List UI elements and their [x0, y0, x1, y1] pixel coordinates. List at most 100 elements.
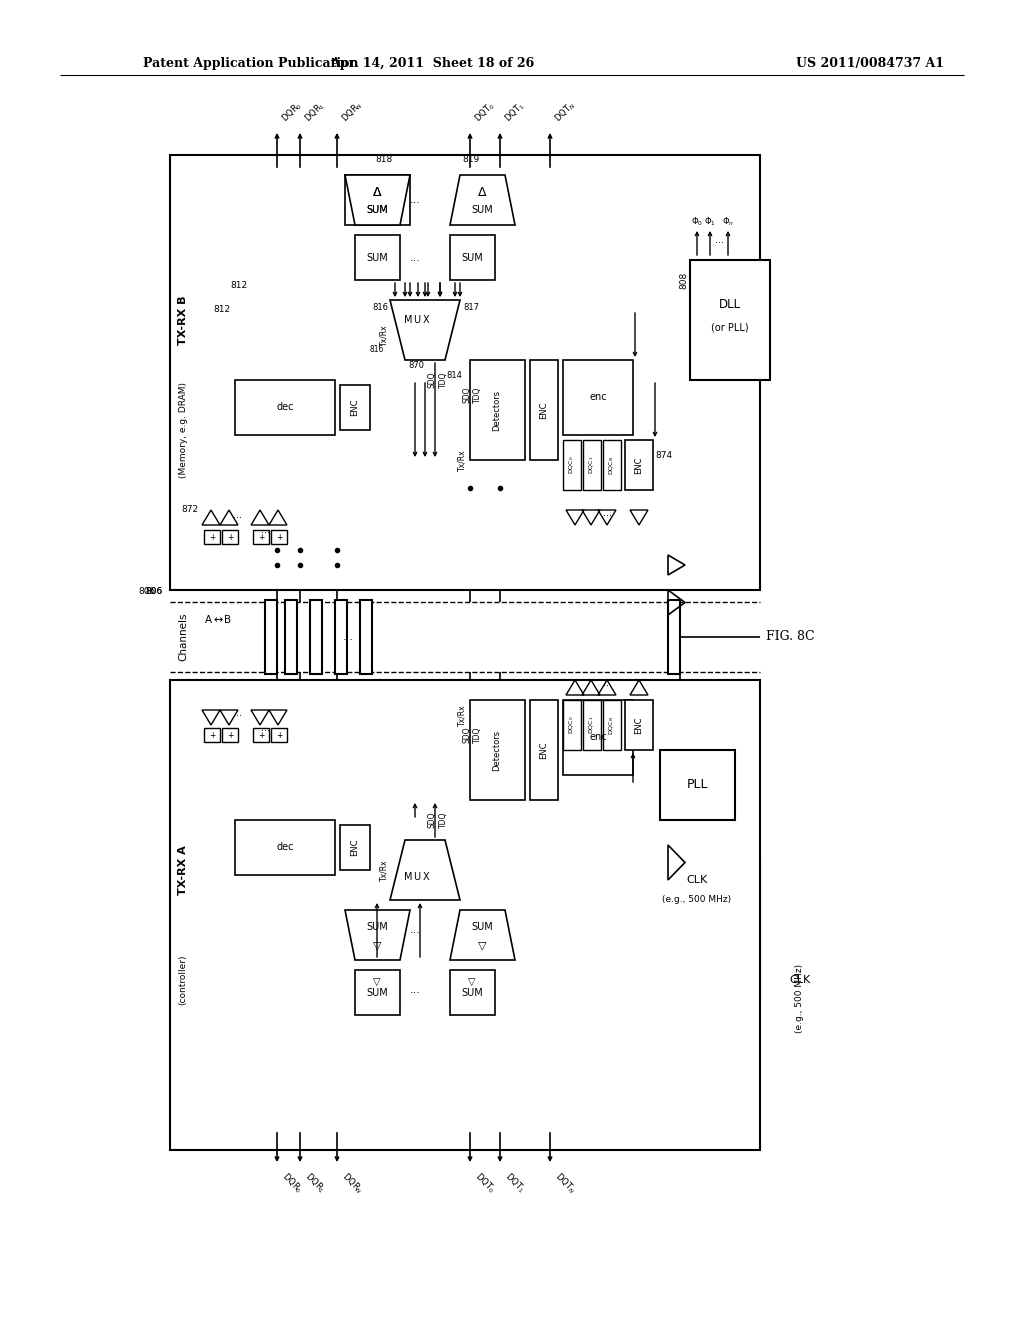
Text: PLL: PLL: [686, 779, 708, 792]
Text: X: X: [423, 315, 429, 325]
Text: 808: 808: [679, 272, 688, 289]
Text: Tx/Rx: Tx/Rx: [380, 859, 388, 880]
Bar: [170, 154, 760, 590]
Bar: [222, 729, 238, 742]
Text: 870: 870: [408, 360, 424, 370]
Text: DQC$_1$: DQC$_1$: [588, 715, 596, 734]
Text: SUM: SUM: [367, 921, 388, 932]
Text: Φ$_n$: Φ$_n$: [722, 215, 734, 228]
Bar: [355, 235, 400, 280]
Text: ...: ...: [410, 253, 421, 263]
Text: ↔: ↔: [213, 615, 222, 624]
Text: B: B: [224, 615, 231, 624]
Text: 812: 812: [213, 305, 230, 314]
Bar: [271, 729, 287, 742]
Text: ...: ...: [410, 195, 421, 205]
Bar: [234, 820, 335, 875]
Bar: [660, 750, 735, 820]
Text: +: +: [258, 532, 264, 541]
Text: 816: 816: [372, 304, 388, 313]
Text: FIG. 8C: FIG. 8C: [766, 631, 814, 644]
Text: ▽: ▽: [374, 977, 381, 987]
Bar: [668, 601, 680, 675]
Text: DQT$_0$: DQT$_0$: [472, 1170, 498, 1196]
Text: ...: ...: [260, 525, 269, 535]
Text: SUM: SUM: [461, 253, 483, 263]
Text: DQT$_1$: DQT$_1$: [502, 99, 527, 125]
Text: SDQ: SDQ: [463, 387, 471, 403]
Text: 812: 812: [230, 281, 247, 289]
Text: DQR$_N$: DQR$_N$: [339, 1170, 366, 1197]
Bar: [253, 531, 269, 544]
Bar: [450, 970, 495, 1015]
Text: 819: 819: [462, 156, 479, 165]
Bar: [204, 729, 220, 742]
Text: +: +: [209, 730, 215, 739]
Text: ENC: ENC: [635, 457, 643, 474]
Text: 874: 874: [655, 450, 672, 459]
Text: Detectors: Detectors: [493, 730, 502, 771]
Bar: [204, 531, 220, 544]
Text: Φ$_1$: Φ$_1$: [705, 215, 716, 228]
Text: DQC$_N$: DQC$_N$: [607, 455, 616, 475]
Text: ▽: ▽: [478, 940, 486, 950]
Polygon shape: [345, 909, 410, 960]
Text: Apr. 14, 2011  Sheet 18 of 26: Apr. 14, 2011 Sheet 18 of 26: [330, 57, 535, 70]
Polygon shape: [390, 840, 460, 900]
Text: SDQ: SDQ: [427, 372, 436, 388]
Text: U: U: [414, 873, 421, 882]
Bar: [563, 360, 633, 436]
Text: 872: 872: [181, 506, 198, 515]
Text: ...: ...: [603, 508, 612, 517]
Text: Tx/Rx: Tx/Rx: [458, 449, 467, 471]
Text: ENC: ENC: [540, 742, 549, 759]
Bar: [360, 601, 372, 675]
Bar: [470, 360, 525, 459]
Polygon shape: [345, 176, 410, 224]
Text: +: +: [226, 730, 233, 739]
Bar: [690, 260, 770, 380]
Text: SUM: SUM: [367, 987, 388, 998]
Text: DQR$_0$: DQR$_0$: [279, 99, 305, 125]
Text: ...: ...: [260, 723, 269, 733]
Text: 816: 816: [370, 346, 384, 355]
Bar: [285, 601, 297, 675]
Text: TX-RX B: TX-RX B: [178, 296, 188, 345]
Text: DQC$_N$: DQC$_N$: [607, 715, 616, 735]
Text: TDQ: TDQ: [472, 387, 481, 403]
Text: dec: dec: [276, 403, 294, 412]
Text: DQT$_N$: DQT$_N$: [552, 1170, 579, 1196]
Text: SUM: SUM: [367, 253, 388, 263]
Text: ENC: ENC: [350, 399, 359, 416]
Text: ...: ...: [716, 235, 725, 246]
Text: ...: ...: [233, 510, 243, 520]
Text: 806: 806: [138, 587, 156, 597]
Text: DLL: DLL: [719, 298, 741, 312]
Bar: [310, 601, 322, 675]
Text: DQR$_1$: DQR$_1$: [302, 99, 328, 125]
Bar: [265, 601, 278, 675]
Bar: [253, 729, 269, 742]
Bar: [583, 700, 601, 750]
Text: SDQ: SDQ: [463, 727, 471, 743]
Text: +: +: [275, 730, 283, 739]
Text: ENC: ENC: [350, 838, 359, 855]
Bar: [583, 440, 601, 490]
Text: SUM: SUM: [367, 205, 388, 215]
Text: DQC$_1$: DQC$_1$: [588, 455, 596, 474]
Bar: [625, 440, 653, 490]
Text: ...: ...: [343, 632, 353, 642]
Text: 818: 818: [375, 156, 392, 165]
Bar: [563, 700, 581, 750]
Text: DQC$_0$: DQC$_0$: [567, 715, 577, 734]
Bar: [234, 380, 335, 436]
Text: ▽: ▽: [468, 977, 476, 987]
Text: (e.g., 500 MHz): (e.g., 500 MHz): [796, 964, 805, 1032]
Text: DQT$_1$: DQT$_1$: [502, 1170, 527, 1196]
Text: SUM: SUM: [367, 205, 388, 215]
Text: +: +: [258, 730, 264, 739]
Text: ENC: ENC: [540, 401, 549, 418]
Text: dec: dec: [276, 842, 294, 851]
Text: ENC: ENC: [635, 717, 643, 734]
Text: DQT$_N$: DQT$_N$: [552, 99, 579, 125]
